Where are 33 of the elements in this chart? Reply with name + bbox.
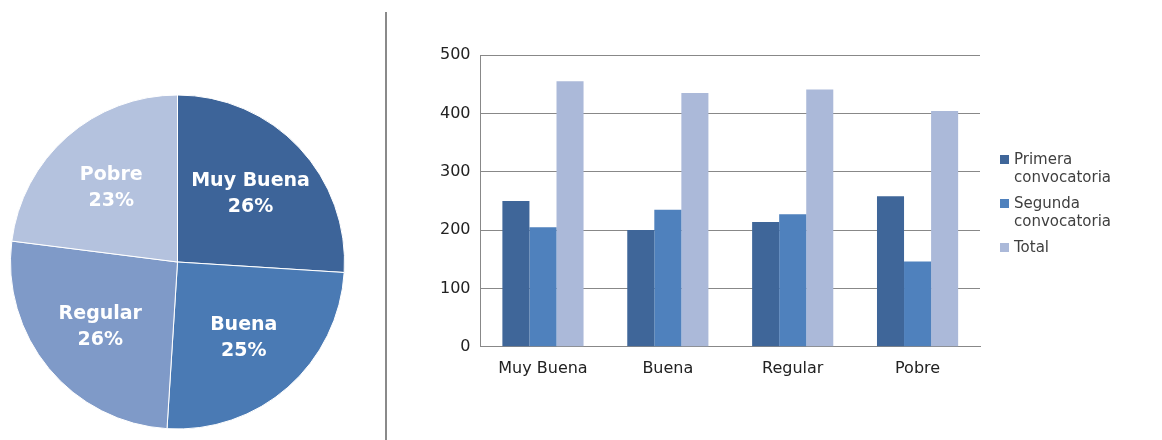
y-tick-label: 500 xyxy=(439,44,471,64)
bar xyxy=(779,214,807,347)
bar xyxy=(529,227,557,347)
y-tick-label: 300 xyxy=(439,160,471,180)
y-tick-label: 200 xyxy=(439,219,471,239)
bar xyxy=(752,221,780,347)
bar xyxy=(904,261,932,347)
slice-label: Regular xyxy=(58,300,143,323)
bar xyxy=(876,196,905,347)
bar xyxy=(931,111,959,347)
bar xyxy=(806,89,834,347)
bar xyxy=(627,230,655,347)
y-tick-label: 100 xyxy=(439,277,471,297)
bar xyxy=(556,81,584,347)
x-tick-label: Pobre xyxy=(895,357,941,377)
legend-label: Segunda convocatoria xyxy=(1014,194,1112,230)
bar xyxy=(654,209,682,347)
slice-label: Muy Buena xyxy=(191,168,310,191)
x-tick-label: Buena xyxy=(642,357,694,377)
data-label: 25% xyxy=(221,338,267,361)
x-tick-label: Regular xyxy=(762,357,824,377)
x-tick-label: Muy Buena xyxy=(498,357,588,377)
legend-label: Total xyxy=(1014,238,1050,256)
data-label: 26% xyxy=(77,326,124,349)
data-label: 26% xyxy=(227,194,274,217)
y-tick-label: 400 xyxy=(439,102,471,122)
y-tick-label: 0 xyxy=(460,335,471,355)
bar xyxy=(681,92,709,347)
slice-label: Pobre xyxy=(79,161,143,184)
data-label: 23% xyxy=(88,187,134,210)
bar xyxy=(502,200,530,347)
legend-label: Primera convocatoria xyxy=(1014,150,1112,186)
slice-label: Buena xyxy=(210,312,278,335)
